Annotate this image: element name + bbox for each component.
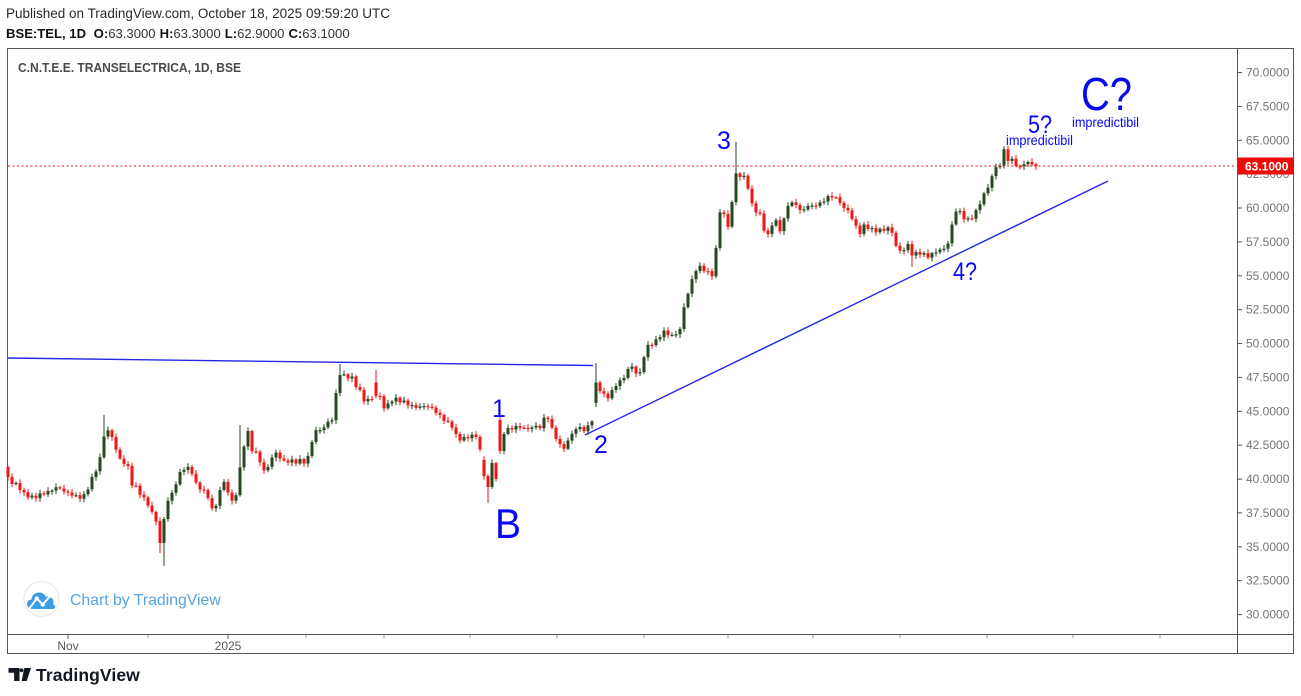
svg-text:B: B [495, 500, 521, 547]
svg-text:55.0000: 55.0000 [1246, 269, 1290, 283]
svg-text:5?: 5? [1028, 111, 1052, 139]
svg-text:Published on TradingView.com,: Published on TradingView.com, October 18… [6, 6, 390, 21]
svg-text:3: 3 [717, 127, 731, 155]
svg-text:60.0000: 60.0000 [1246, 201, 1290, 215]
svg-text:30.0000: 30.0000 [1246, 608, 1290, 622]
svg-text:C.N.T.E.E. TRANSELECTRICA, 1D,: C.N.T.E.E. TRANSELECTRICA, 1D, BSE [18, 61, 241, 75]
svg-text:70.0000: 70.0000 [1246, 66, 1290, 80]
svg-text:40.0000: 40.0000 [1246, 472, 1290, 486]
svg-text:TradingView: TradingView [36, 665, 140, 685]
svg-text:1: 1 [492, 395, 506, 423]
svg-text:Nov: Nov [57, 639, 78, 653]
svg-text:2025: 2025 [215, 639, 242, 653]
svg-text:37.5000: 37.5000 [1246, 506, 1290, 520]
svg-text:65.0000: 65.0000 [1246, 133, 1290, 147]
svg-text:50.0000: 50.0000 [1246, 337, 1290, 351]
svg-text:57.5000: 57.5000 [1246, 235, 1290, 249]
svg-text:52.5000: 52.5000 [1246, 303, 1290, 317]
svg-text:63.1000: 63.1000 [1245, 160, 1289, 174]
svg-text:impredictibil: impredictibil [1006, 132, 1073, 148]
svg-text:2: 2 [594, 431, 608, 459]
svg-text:impredictibil: impredictibil [1072, 114, 1139, 130]
svg-text:35.0000: 35.0000 [1246, 540, 1290, 554]
svg-text:67.5000: 67.5000 [1246, 99, 1290, 113]
svg-text:45.0000: 45.0000 [1246, 404, 1290, 418]
svg-text:42.5000: 42.5000 [1246, 438, 1290, 452]
svg-text:C?: C? [1081, 68, 1132, 120]
svg-text:4?: 4? [953, 258, 977, 286]
svg-text:47.5000: 47.5000 [1246, 370, 1290, 384]
svg-text:32.5000: 32.5000 [1246, 574, 1290, 588]
svg-text:Chart by TradingView: Chart by TradingView [70, 592, 221, 609]
